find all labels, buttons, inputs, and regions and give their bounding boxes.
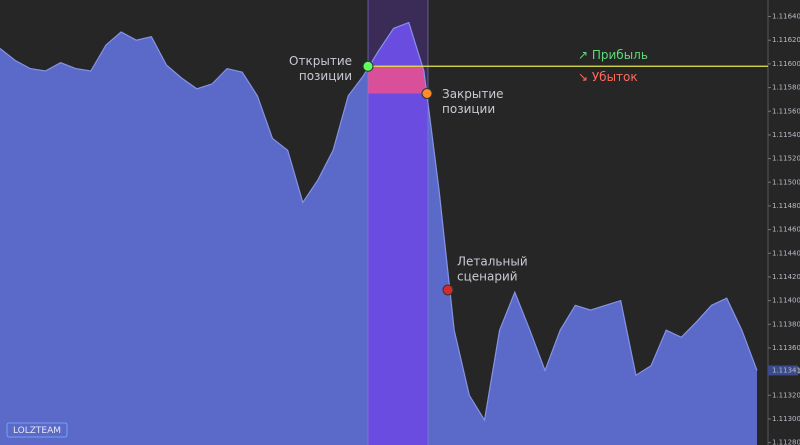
y-tick-label: 1.11620 [772,36,800,44]
close-marker [421,87,433,99]
profit-label: ↗ Прибыль [578,48,648,62]
open-label: позиции [299,69,352,83]
y-tick-label: 1.11520 [772,155,800,163]
y-tick-label: 1.11460 [772,226,800,234]
lethal-label: Летальный [457,254,528,268]
y-tick-label: 1.11360 [772,344,800,352]
y-tick-label: 1.11640 [772,13,800,21]
close-label: Закрытие [442,87,504,101]
y-tick-label: 1.11400 [772,297,800,305]
y-tick-label: 1.11320 [772,391,800,399]
price-tag [768,365,798,376]
y-tick-label: 1.11540 [772,131,800,139]
y-tick-label: 1.11600 [772,60,800,68]
y-tick-label: 1.11440 [772,249,800,257]
open-marker [362,60,374,72]
watermark-box [6,422,68,438]
y-tick-label: 1.11300 [772,415,800,423]
loss-label: ↘ Убыток [578,70,638,84]
lethal-marker [442,284,454,296]
y-tick-label: 1.11560 [772,107,800,115]
y-tick-label: 1.11500 [772,178,800,186]
open-label: Открытие [289,54,352,68]
loss-zone [368,66,428,94]
close-label: позиции [442,102,495,116]
lethal-label: сценарий [457,269,518,283]
y-tick-label: 1.11580 [772,84,800,92]
y-tick-label: 1.11380 [772,320,800,328]
y-tick-label: 1.11480 [772,202,800,210]
y-tick-label: 1.11420 [772,273,800,281]
line [0,21,758,422]
watermark: LOLZTEAM [13,426,61,436]
y-tick-label: 1.11280 [772,439,800,445]
price-label: 1.11341 [772,366,800,374]
